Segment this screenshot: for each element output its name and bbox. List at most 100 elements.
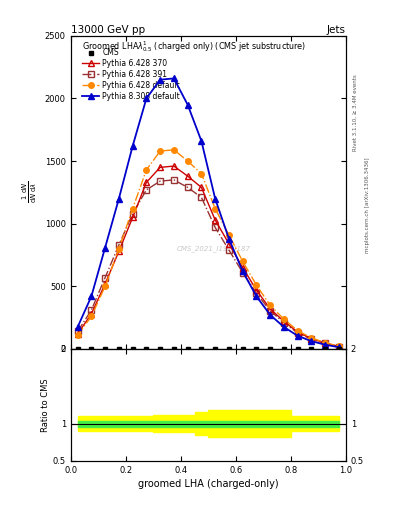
Pythia 6.428 370 (199, 184, 204, 190)
Pythia 8.308 default (323, 342, 328, 348)
Pythia 6.428 370 (226, 241, 231, 247)
Pythia 6.428 370 (323, 340, 328, 346)
Pythia 8.308 default (89, 293, 94, 300)
Pythia 6.428 391 (309, 336, 314, 342)
Pythia 6.428 391 (281, 319, 286, 326)
Pythia 8.308 default (144, 95, 149, 101)
Pythia 6.428 370 (89, 311, 94, 317)
Pythia 6.428 default (281, 316, 286, 322)
Pythia 6.428 default (89, 313, 94, 319)
Pythia 6.428 391 (171, 177, 176, 183)
Line: Pythia 6.428 391: Pythia 6.428 391 (75, 177, 342, 350)
Pythia 6.428 391 (254, 290, 259, 296)
Pythia 6.428 370 (240, 265, 245, 271)
CMS (268, 346, 272, 352)
Pythia 6.428 370 (103, 281, 108, 287)
Pythia 6.428 370 (336, 344, 341, 350)
Pythia 6.428 default (336, 343, 341, 349)
Pythia 6.428 391 (103, 274, 108, 281)
Pythia 8.308 default (240, 268, 245, 274)
Pythia 6.428 391 (240, 269, 245, 275)
Legend: CMS, Pythia 6.428 370, Pythia 6.428 391, Pythia 6.428 default, Pythia 8.308 defa: CMS, Pythia 6.428 370, Pythia 6.428 391,… (80, 46, 182, 103)
Pythia 6.428 default (144, 167, 149, 173)
CMS (323, 346, 328, 352)
Pythia 6.428 default (116, 246, 121, 252)
CMS (75, 346, 80, 352)
Pythia 6.428 default (171, 147, 176, 153)
Pythia 6.428 default (309, 335, 314, 341)
Pythia 6.428 391 (116, 242, 121, 248)
Pythia 6.428 370 (130, 215, 135, 221)
Pythia 6.428 370 (116, 248, 121, 254)
Pythia 8.308 default (309, 338, 314, 344)
CMS (171, 346, 176, 352)
Pythia 8.308 default (295, 333, 300, 339)
Pythia 6.428 370 (309, 336, 314, 342)
Pythia 6.428 391 (158, 178, 163, 184)
Pythia 6.428 370 (144, 179, 149, 185)
CMS (89, 346, 94, 352)
Pythia 6.428 391 (75, 328, 80, 334)
Text: 13000 GeV pp: 13000 GeV pp (71, 25, 145, 35)
Y-axis label: Ratio to CMS: Ratio to CMS (41, 378, 50, 432)
Line: Pythia 8.308 default: Pythia 8.308 default (75, 76, 342, 350)
Pythia 6.428 default (240, 258, 245, 264)
Pythia 6.428 default (268, 302, 272, 308)
Pythia 6.428 default (199, 170, 204, 177)
Pythia 8.308 default (281, 324, 286, 330)
Pythia 8.308 default (75, 324, 80, 330)
Text: CMS_2021_I1920187: CMS_2021_I1920187 (177, 245, 251, 252)
CMS (185, 346, 190, 352)
Pythia 6.428 391 (130, 210, 135, 217)
Pythia 8.308 default (268, 312, 272, 318)
CMS (130, 346, 135, 352)
Pythia 8.308 default (116, 196, 121, 202)
Y-axis label: $\frac{1}{\mathrm{d}N} \frac{\mathrm{d}N}{\mathrm{d}\lambda}$: $\frac{1}{\mathrm{d}N} \frac{\mathrm{d}N… (21, 181, 39, 203)
Pythia 8.308 default (199, 138, 204, 144)
Pythia 6.428 391 (336, 344, 341, 350)
Pythia 6.428 391 (213, 224, 218, 230)
Pythia 6.428 default (213, 206, 218, 212)
Pythia 6.428 default (254, 282, 259, 288)
Pythia 6.428 default (130, 206, 135, 212)
Text: mcplots.cern.ch [arXiv:1306.3436]: mcplots.cern.ch [arXiv:1306.3436] (365, 157, 370, 252)
CMS (281, 346, 286, 352)
CMS (226, 346, 231, 352)
Pythia 6.428 391 (323, 340, 328, 347)
CMS (213, 346, 218, 352)
Pythia 6.428 370 (213, 217, 218, 223)
Pythia 8.308 default (336, 344, 341, 350)
Pythia 6.428 370 (171, 163, 176, 169)
Text: Rivet 3.1.10, ≥ 3.4M events: Rivet 3.1.10, ≥ 3.4M events (353, 74, 358, 151)
CMS (158, 346, 163, 352)
Line: Pythia 6.428 370: Pythia 6.428 370 (75, 163, 342, 349)
Pythia 8.308 default (130, 143, 135, 149)
Pythia 6.428 default (226, 232, 231, 238)
CMS (116, 346, 121, 352)
CMS (144, 346, 149, 352)
CMS (309, 346, 314, 352)
Pythia 8.308 default (103, 244, 108, 250)
Pythia 6.428 391 (89, 307, 94, 313)
X-axis label: groomed LHA (charged-only): groomed LHA (charged-only) (138, 479, 279, 489)
Line: CMS: CMS (75, 347, 342, 351)
Pythia 6.428 391 (226, 247, 231, 253)
Pythia 6.428 370 (281, 318, 286, 325)
Pythia 6.428 370 (75, 331, 80, 337)
Pythia 6.428 391 (268, 308, 272, 314)
Pythia 6.428 391 (185, 184, 190, 190)
CMS (103, 346, 108, 352)
Pythia 6.428 391 (199, 195, 204, 201)
Pythia 8.308 default (185, 102, 190, 108)
Pythia 6.428 default (158, 148, 163, 154)
Pythia 8.308 default (171, 75, 176, 81)
Pythia 8.308 default (158, 77, 163, 83)
Text: Groomed LHA$\lambda^{1}_{0.5}$ (charged only) (CMS jet substructure): Groomed LHA$\lambda^{1}_{0.5}$ (charged … (82, 39, 306, 54)
Pythia 6.428 391 (144, 187, 149, 193)
Pythia 6.428 default (185, 158, 190, 164)
Pythia 8.308 default (213, 196, 218, 202)
Pythia 8.308 default (254, 293, 259, 300)
CMS (240, 346, 245, 352)
Pythia 6.428 default (323, 339, 328, 346)
Pythia 8.308 default (226, 236, 231, 242)
